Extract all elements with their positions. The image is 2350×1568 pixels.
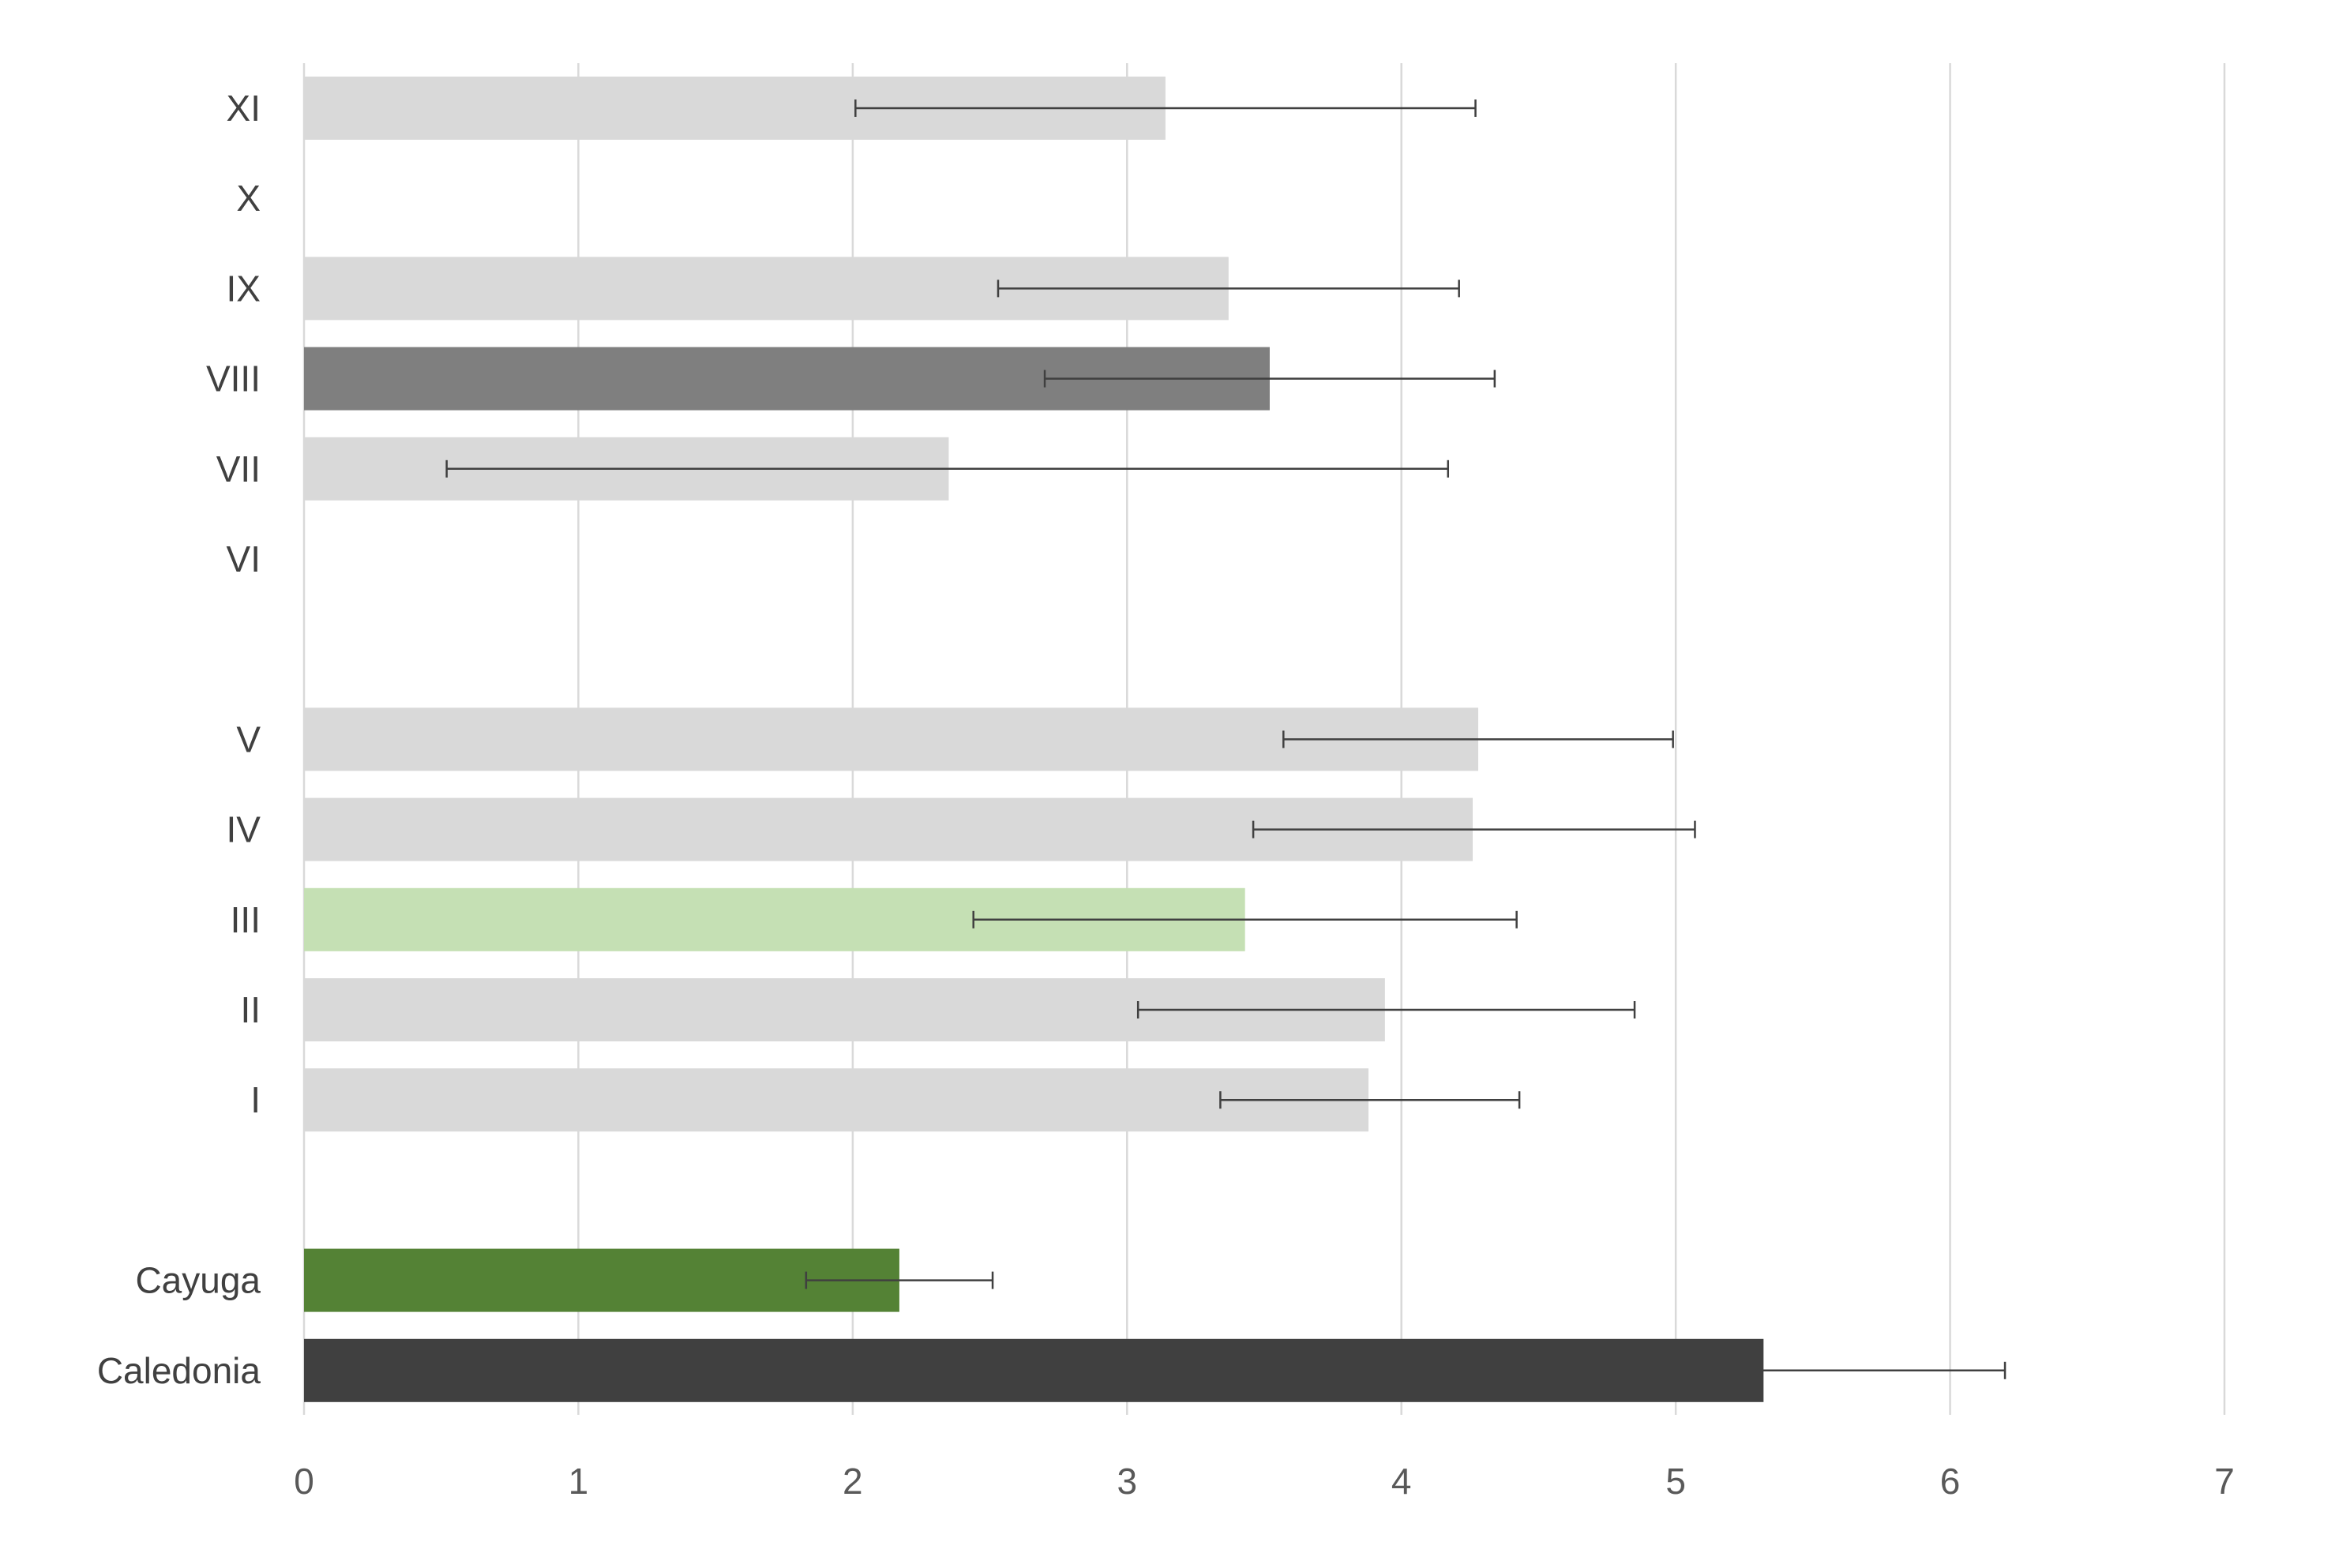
error-bar-ix bbox=[997, 279, 1460, 298]
x-tick-label-3: 3 bbox=[1117, 1461, 1137, 1502]
category-label-vii: VII bbox=[216, 448, 261, 490]
error-bar-layer bbox=[445, 99, 2007, 1379]
category-label-caledonia: Caledonia bbox=[97, 1350, 261, 1391]
error-bar-iii bbox=[972, 910, 1518, 928]
category-label-ii: II bbox=[240, 989, 261, 1030]
category-label-ix: IX bbox=[227, 268, 261, 309]
tick-label-layer: 0 1 2 3 4 5 6 7 bbox=[294, 1461, 2235, 1502]
x-tick-label-7: 7 bbox=[2214, 1461, 2235, 1502]
x-tick-label-6: 6 bbox=[1940, 1461, 1961, 1502]
error-bar-xi bbox=[854, 99, 1477, 117]
error-bar-caledonia bbox=[1521, 1361, 2007, 1379]
category-label-x: X bbox=[236, 178, 261, 219]
category-label-i: I bbox=[250, 1079, 261, 1120]
error-bar-cayuga bbox=[805, 1271, 994, 1289]
bar-caledonia bbox=[304, 1338, 1764, 1402]
x-tick-label-2: 2 bbox=[843, 1461, 863, 1502]
x-tick-label-1: 1 bbox=[569, 1461, 589, 1502]
category-label-cayuga: Cayuga bbox=[135, 1260, 261, 1301]
x-tick-label-0: 0 bbox=[294, 1461, 314, 1502]
bar-i bbox=[304, 1068, 1369, 1132]
category-label-iii: III bbox=[231, 899, 261, 940]
category-label-v: V bbox=[236, 718, 261, 760]
category-label-viii: VIII bbox=[206, 358, 261, 400]
x-tick-label-5: 5 bbox=[1665, 1461, 1686, 1502]
bar-cayuga bbox=[304, 1248, 899, 1312]
x-tick-label-4: 4 bbox=[1391, 1461, 1412, 1502]
category-label-vi: VI bbox=[227, 538, 261, 580]
error-bar-iv bbox=[1252, 820, 1696, 838]
error-bar-v bbox=[1282, 730, 1674, 748]
category-label-iv: IV bbox=[227, 809, 261, 850]
category-label-xi: XI bbox=[227, 88, 261, 129]
error-bar-i bbox=[1219, 1091, 1521, 1109]
error-bar-vii bbox=[445, 460, 1450, 478]
error-bar-viii bbox=[1043, 369, 1496, 388]
error-bar-ii bbox=[1136, 1001, 1636, 1018]
